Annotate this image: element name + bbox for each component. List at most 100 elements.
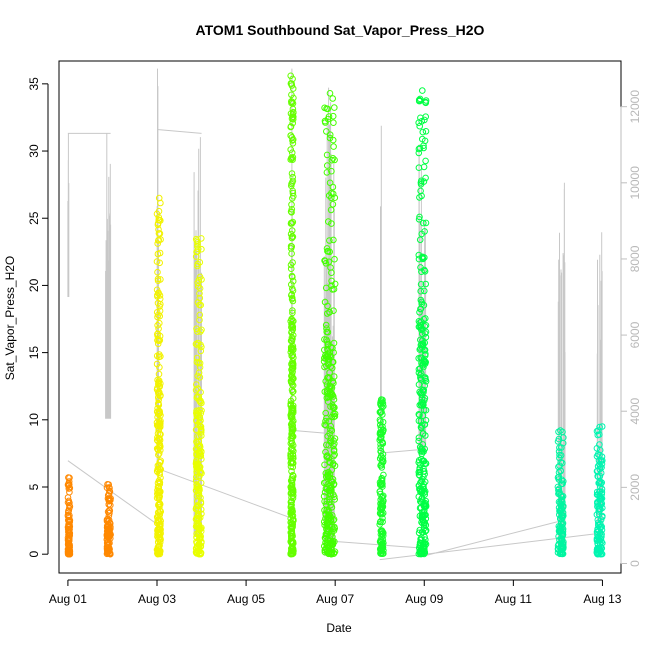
- point-cluster-7: [415, 87, 430, 558]
- data-point: [422, 128, 430, 135]
- point-cluster-2: [153, 194, 164, 558]
- data-point: [198, 524, 205, 532]
- data-point: [324, 328, 332, 336]
- data-point: [322, 409, 330, 417]
- data-point: [417, 549, 424, 556]
- data-point: [327, 437, 334, 445]
- data-point: [65, 539, 72, 546]
- data-point: [554, 438, 562, 445]
- data-point: [378, 506, 385, 514]
- data-point: [289, 360, 297, 367]
- secondary-spike-1: [105, 133, 112, 419]
- secondary-spike-0: [67, 133, 70, 297]
- data-point: [196, 285, 204, 292]
- data-point: [330, 442, 337, 450]
- point-cluster-6: [376, 396, 387, 558]
- data-point: [329, 190, 337, 198]
- data-point: [289, 492, 297, 499]
- data-point: [321, 421, 329, 429]
- data-point: [421, 330, 429, 337]
- data-point: [154, 422, 161, 430]
- data-point: [555, 485, 563, 493]
- data-point: [287, 265, 295, 273]
- data-point: [154, 268, 161, 276]
- data-point: [153, 360, 161, 368]
- data-point: [289, 294, 296, 302]
- data-point: [289, 218, 297, 226]
- data-point: [599, 457, 606, 464]
- data-point: [418, 528, 426, 536]
- data-point: [198, 276, 205, 283]
- data-point: [556, 488, 563, 496]
- data-point: [421, 503, 429, 511]
- data-point: [106, 495, 113, 502]
- data-point: [419, 337, 426, 344]
- data-point: [194, 446, 201, 453]
- data-point: [288, 170, 296, 177]
- data-point: [422, 350, 429, 358]
- data-point: [598, 423, 606, 430]
- data-point: [422, 417, 430, 424]
- data-point: [421, 382, 429, 390]
- data-point: [66, 501, 73, 509]
- data-point: [105, 484, 113, 491]
- data-point: [321, 498, 328, 505]
- data-point: [197, 347, 205, 355]
- data-point: [594, 531, 601, 539]
- data-point: [195, 490, 203, 498]
- data-point: [193, 530, 200, 538]
- data-point: [555, 469, 563, 476]
- data-point: [331, 255, 338, 263]
- x-tick-label: Aug 09: [405, 592, 443, 606]
- data-point: [287, 317, 295, 325]
- data-point: [330, 143, 337, 150]
- data-point: [287, 515, 295, 522]
- data-point: [106, 487, 113, 495]
- data-point: [328, 167, 335, 175]
- data-point: [196, 463, 204, 471]
- data-point: [328, 504, 336, 511]
- data-point: [155, 378, 162, 386]
- data-point: [329, 201, 337, 208]
- data-point: [287, 498, 295, 505]
- data-point: [416, 365, 424, 372]
- data-point: [288, 345, 296, 353]
- data-point: [325, 192, 333, 199]
- data-point: [326, 458, 333, 466]
- data-point: [327, 264, 334, 271]
- data-point: [323, 336, 330, 344]
- data-point: [156, 430, 163, 438]
- y2-tick-label: 6000: [628, 321, 642, 348]
- data-point: [557, 506, 565, 514]
- data-point: [156, 500, 164, 508]
- data-point: [323, 105, 330, 112]
- data-point: [65, 546, 72, 554]
- data-point: [379, 457, 387, 465]
- data-point: [154, 517, 162, 524]
- data-point: [328, 194, 335, 202]
- data-point: [327, 206, 335, 214]
- data-point: [559, 493, 567, 500]
- data-point: [287, 463, 295, 470]
- data-point: [155, 216, 162, 224]
- data-point: [196, 294, 204, 302]
- data-point: [194, 506, 201, 514]
- data-point: [157, 199, 164, 207]
- data-point: [65, 528, 72, 536]
- data-point: [327, 426, 334, 433]
- data-point: [193, 463, 200, 471]
- data-point: [194, 385, 202, 392]
- data-point: [289, 425, 297, 433]
- secondary-connector-1: [67, 460, 160, 526]
- data-point: [155, 444, 163, 451]
- data-point: [377, 434, 385, 441]
- secondary-connector-7: [379, 532, 603, 561]
- data-point: [288, 477, 296, 484]
- data-point: [329, 95, 337, 102]
- data-point: [420, 144, 427, 152]
- x-tick-label: Aug 01: [49, 592, 87, 606]
- data-point: [419, 430, 427, 437]
- data-point: [326, 131, 334, 138]
- point-cluster-9: [593, 423, 606, 558]
- data-point: [155, 370, 163, 378]
